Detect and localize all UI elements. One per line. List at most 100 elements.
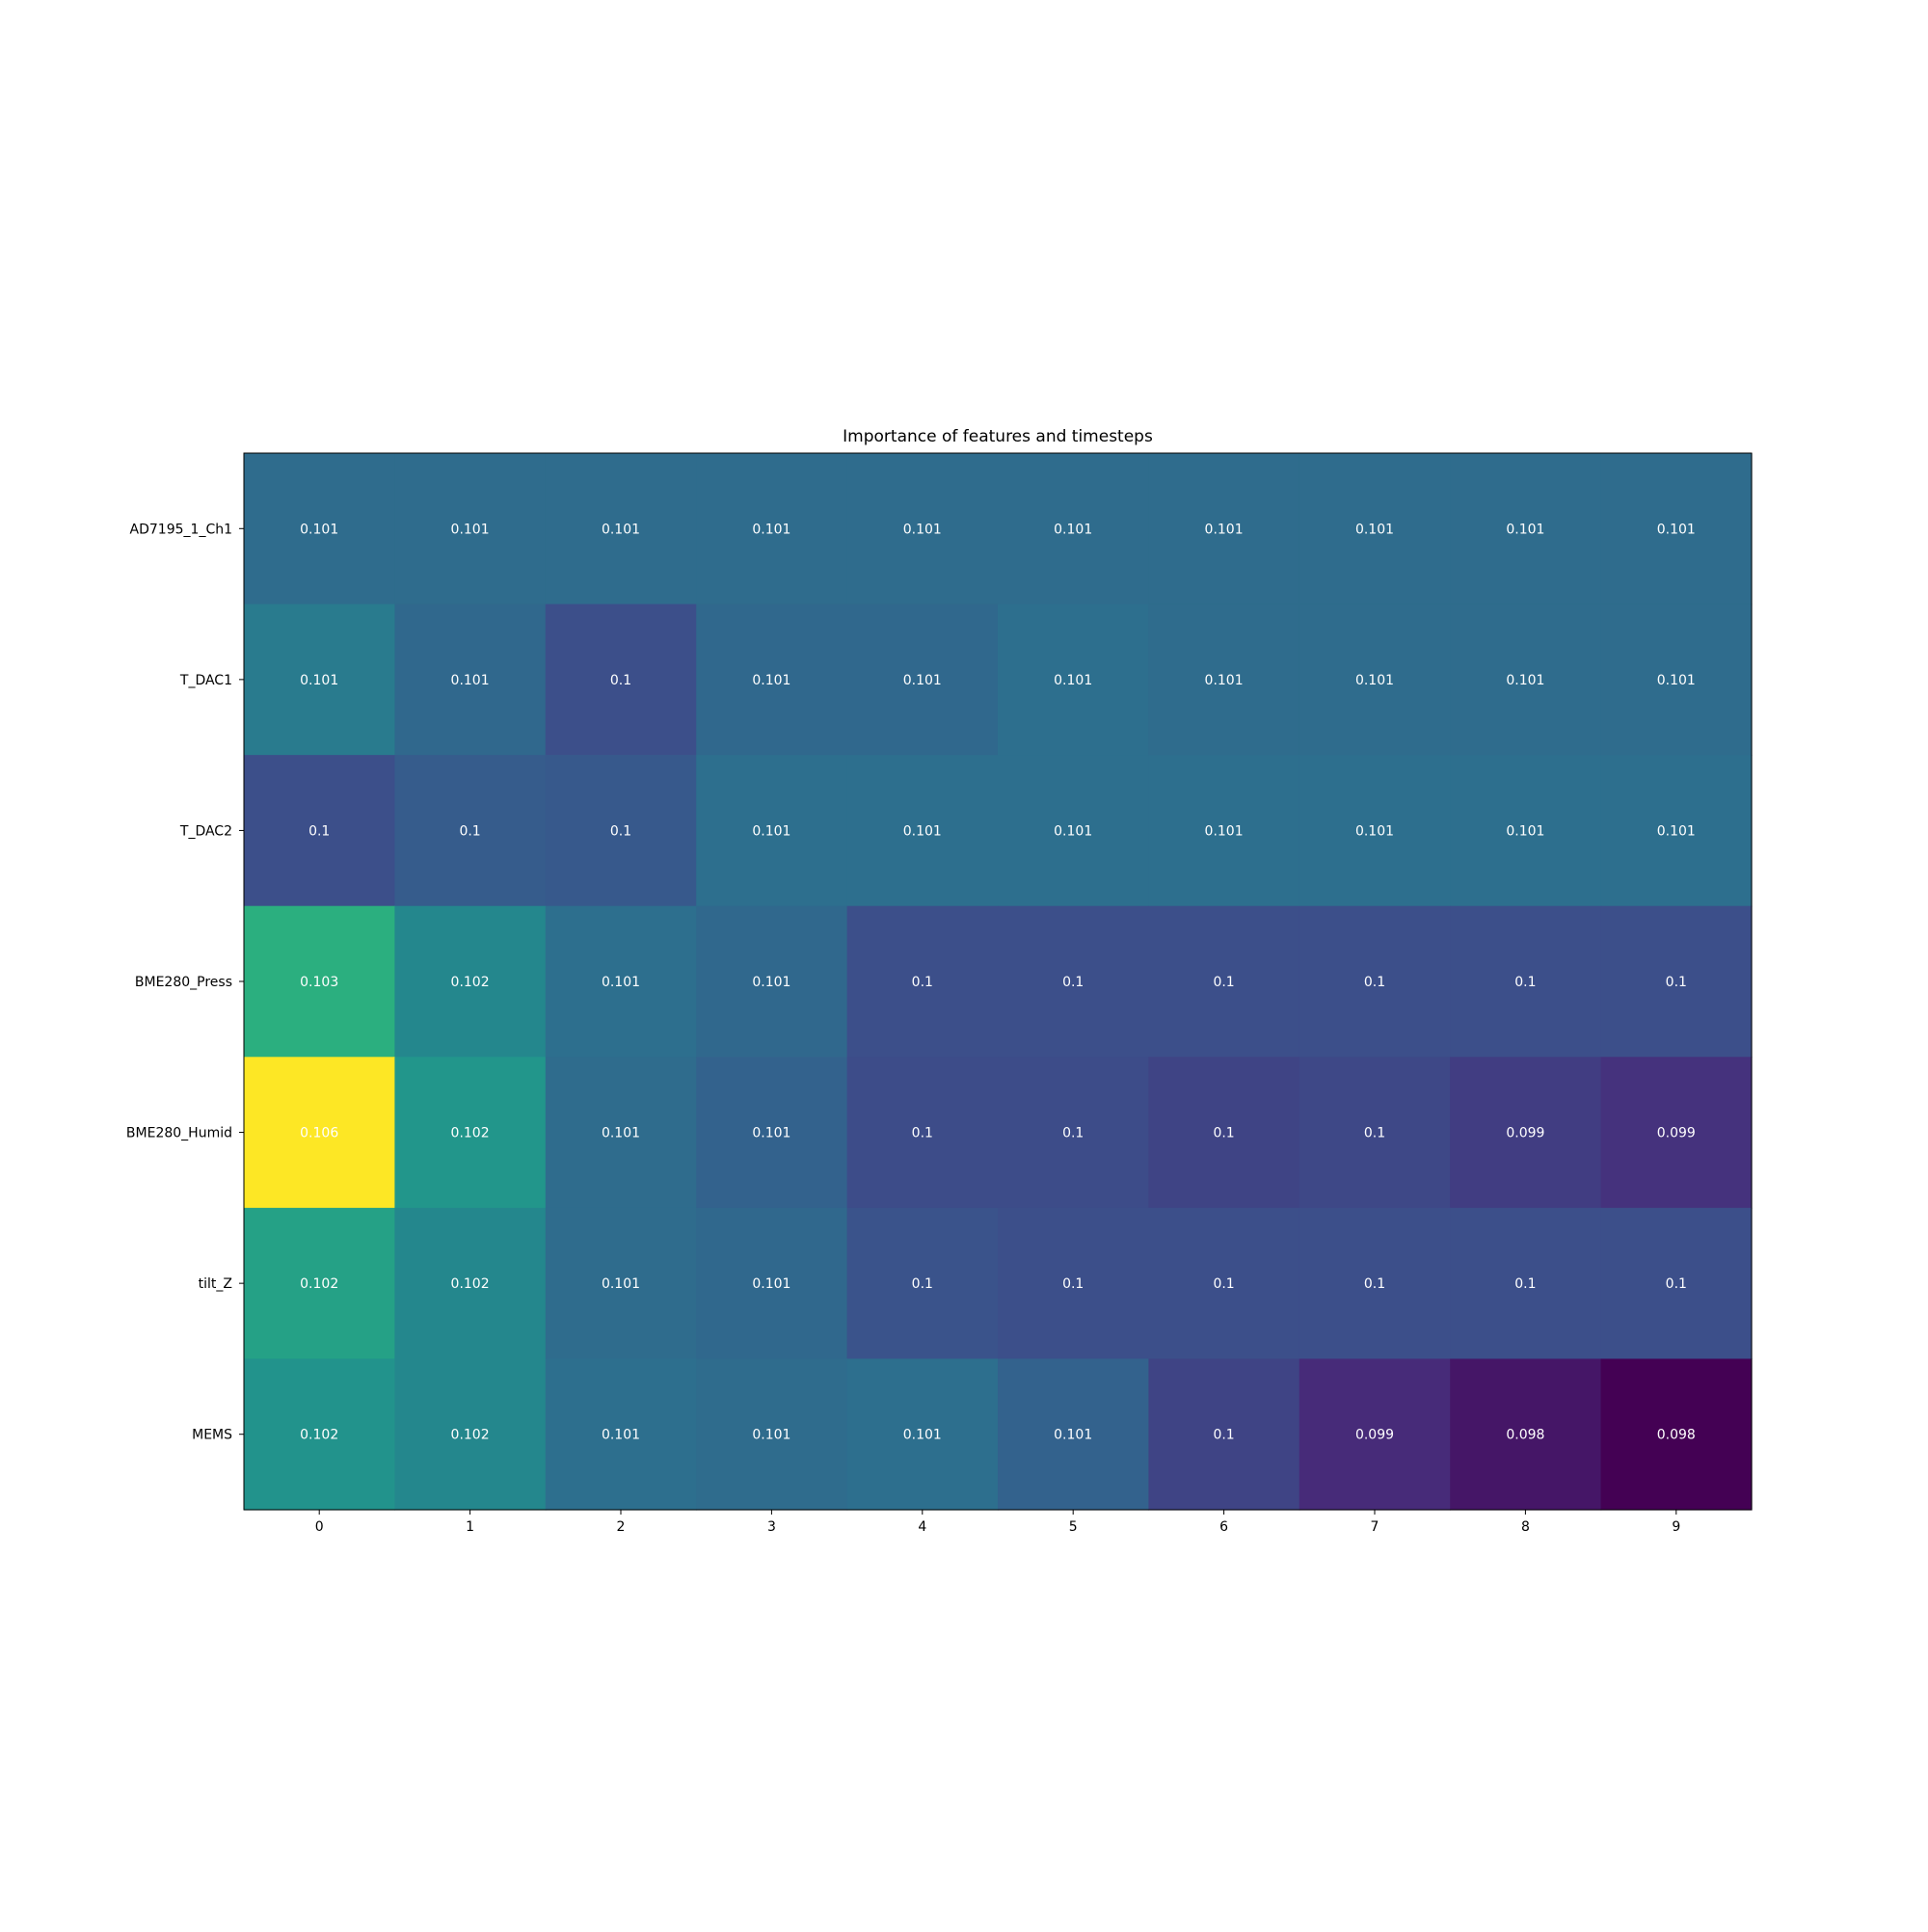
heatmap-cell bbox=[1299, 1057, 1451, 1209]
heatmap-cell bbox=[1450, 453, 1602, 605]
heatmap-cell bbox=[1600, 905, 1753, 1058]
cell-value-label: 0.101 bbox=[602, 975, 640, 990]
x-tick-label: 5 bbox=[1069, 1519, 1078, 1535]
cell-value-labels: 0.101 0.101 0.101 0.101 0.101 0.101 0.101 0.101… bbox=[300, 522, 1696, 1442]
cell-value-label: 0.101 bbox=[903, 522, 942, 537]
heatmap-cell bbox=[1450, 755, 1602, 907]
cell-value-label: 0.101 bbox=[1205, 823, 1244, 839]
cell-value-label: 0.101 bbox=[1054, 823, 1092, 839]
cell-value-label: 0.106 bbox=[300, 1126, 338, 1141]
heatmap-cell bbox=[394, 905, 547, 1058]
heatmap-cell bbox=[1148, 453, 1300, 605]
cell-value-label: 0.101 bbox=[451, 673, 490, 688]
cell-value-label: 0.1 bbox=[1364, 975, 1385, 990]
heatmap-cell bbox=[1299, 1358, 1451, 1511]
cell-value-label: 0.1 bbox=[1364, 1126, 1385, 1141]
cell-value-label: 0.101 bbox=[752, 1428, 790, 1443]
heatmap-cell bbox=[545, 1207, 697, 1360]
heatmap-cell bbox=[244, 1358, 395, 1511]
cell-value-label: 0.101 bbox=[752, 1276, 790, 1292]
cell-value-label: 0.101 bbox=[602, 1276, 640, 1292]
cell-value-label: 0.099 bbox=[1657, 1126, 1696, 1141]
heatmap-cell bbox=[696, 604, 848, 756]
heatmap-cell bbox=[394, 1057, 547, 1209]
heatmap-cell bbox=[244, 755, 395, 907]
y-tick-label: BME280_Humid bbox=[126, 1126, 232, 1141]
cell-value-label: 0.102 bbox=[451, 1428, 490, 1443]
y-tick-label: T_DAC2 bbox=[179, 823, 232, 839]
heatmap-cell bbox=[1299, 1207, 1451, 1360]
cell-value-label: 0.101 bbox=[1054, 522, 1092, 537]
heatmap-cell bbox=[1148, 1358, 1300, 1511]
heatmap-cell bbox=[545, 1358, 697, 1511]
cell-value-label: 0.1 bbox=[1514, 975, 1536, 990]
cell-value-label: 0.1 bbox=[308, 823, 330, 839]
y-tick-label: AD7195_1_Ch1 bbox=[130, 522, 232, 537]
cell-value-label: 0.1 bbox=[1666, 975, 1687, 990]
heatmap-cell bbox=[1148, 905, 1300, 1058]
cell-value-label: 0.098 bbox=[1506, 1428, 1544, 1443]
cell-value-label: 0.102 bbox=[300, 1276, 338, 1292]
cell-value-label: 0.1 bbox=[1213, 975, 1234, 990]
cell-value-label: 0.1 bbox=[1666, 1276, 1687, 1292]
y-tick-label: BME280_Press bbox=[135, 975, 232, 990]
cell-value-label: 0.101 bbox=[752, 673, 790, 688]
cell-value-label: 0.101 bbox=[1205, 673, 1244, 688]
cell-value-label: 0.101 bbox=[1657, 673, 1696, 688]
cell-value-label: 0.102 bbox=[451, 975, 490, 990]
cell-value-label: 0.1 bbox=[1062, 975, 1084, 990]
x-tick-label: 9 bbox=[1672, 1519, 1680, 1535]
heatmap-cell bbox=[1148, 604, 1300, 756]
x-axis: 0 1 2 3 4 5 6 7 8 9 bbox=[315, 1510, 1680, 1535]
heatmap-cell bbox=[1148, 1207, 1300, 1360]
cell-value-label: 0.1 bbox=[610, 823, 631, 839]
cell-value-label: 0.101 bbox=[1506, 522, 1544, 537]
heatmap-cell bbox=[1600, 755, 1753, 907]
cell-value-label: 0.1 bbox=[1062, 1276, 1084, 1292]
x-tick-label: 0 bbox=[315, 1519, 324, 1535]
heatmap-cell bbox=[1299, 905, 1451, 1058]
y-tick-label: T_DAC1 bbox=[179, 673, 232, 688]
cell-value-label: 0.101 bbox=[1506, 673, 1544, 688]
cell-value-label: 0.101 bbox=[1054, 673, 1092, 688]
cell-value-label: 0.101 bbox=[1355, 522, 1394, 537]
y-tick-label: tilt_Z bbox=[199, 1276, 232, 1292]
heatmap-cell bbox=[1450, 1057, 1602, 1209]
heatmap-cell bbox=[1450, 905, 1602, 1058]
heatmap-cell bbox=[846, 604, 999, 756]
cell-value-label: 0.1 bbox=[1364, 1276, 1385, 1292]
heatmap-cell bbox=[998, 1358, 1149, 1511]
heatmap-cell bbox=[1600, 1358, 1753, 1511]
cell-value-label: 0.1 bbox=[912, 975, 933, 990]
cell-value-label: 0.098 bbox=[1657, 1428, 1696, 1443]
cell-value-label: 0.101 bbox=[1657, 522, 1696, 537]
x-tick-label: 4 bbox=[918, 1519, 926, 1535]
heatmap-cell bbox=[394, 1358, 547, 1511]
cell-value-label: 0.099 bbox=[1355, 1428, 1394, 1443]
cell-value-label: 0.101 bbox=[1506, 823, 1544, 839]
heatmap-cell bbox=[1450, 1207, 1602, 1360]
heatmap-cell bbox=[545, 755, 697, 907]
cell-value-label: 0.102 bbox=[300, 1428, 338, 1443]
heatmap-cell bbox=[1450, 604, 1602, 756]
cell-value-label: 0.1 bbox=[1514, 1276, 1536, 1292]
heatmap-cell bbox=[696, 1207, 848, 1360]
heatmap-cell bbox=[1450, 1358, 1602, 1511]
heatmap-cell bbox=[244, 1207, 395, 1360]
cell-value-label: 0.101 bbox=[451, 522, 490, 537]
heatmap-cell bbox=[998, 453, 1149, 605]
heatmap-cell bbox=[1148, 1057, 1300, 1209]
heatmap-cell bbox=[696, 453, 848, 605]
cell-value-label: 0.101 bbox=[903, 1428, 942, 1443]
cell-value-label: 0.101 bbox=[752, 975, 790, 990]
x-tick-label: 1 bbox=[466, 1519, 474, 1535]
heatmap-cell bbox=[545, 905, 697, 1058]
cell-value-label: 0.101 bbox=[1205, 522, 1244, 537]
y-tick-label: MEMS bbox=[192, 1428, 232, 1443]
cell-value-label: 0.101 bbox=[903, 823, 942, 839]
heatmap-cell bbox=[696, 1358, 848, 1511]
heatmap-cell bbox=[1600, 1057, 1753, 1209]
cell-value-label: 0.1 bbox=[1213, 1276, 1234, 1292]
